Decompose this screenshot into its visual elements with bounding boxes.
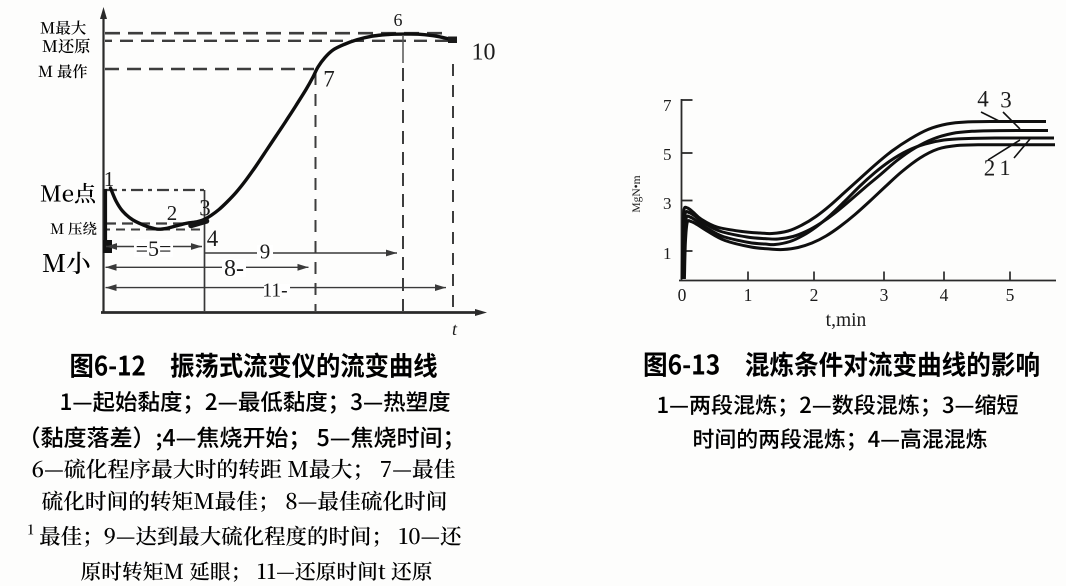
svg-text:3: 3 <box>1000 88 1012 113</box>
svg-text:1: 1 <box>744 285 753 305</box>
svg-text:2: 2 <box>167 201 178 225</box>
svg-text:2: 2 <box>984 156 996 181</box>
svg-text:7: 7 <box>663 96 672 115</box>
svg-text:t: t <box>452 319 458 339</box>
svg-text:2: 2 <box>810 285 819 305</box>
svg-text:10: 10 <box>472 40 496 66</box>
svg-text:MgN•m: MgN•m <box>631 175 643 212</box>
svg-text:6: 6 <box>394 10 403 30</box>
svg-text:4: 4 <box>977 87 989 112</box>
svg-text:3: 3 <box>663 194 672 213</box>
svg-text:0: 0 <box>678 285 687 305</box>
svg-text:4: 4 <box>207 226 219 251</box>
svg-text:9: 9 <box>260 240 271 264</box>
svg-text:7: 7 <box>323 67 335 92</box>
svg-text:8-: 8- <box>224 256 244 282</box>
svg-text:3: 3 <box>880 285 889 305</box>
svg-text:3: 3 <box>199 196 211 221</box>
svg-text:=5=: =5= <box>136 236 172 261</box>
svg-text:1: 1 <box>104 167 115 191</box>
svg-text:t,min: t,min <box>826 310 867 331</box>
svg-text:5: 5 <box>1006 285 1015 305</box>
svg-text:11-: 11- <box>262 281 287 302</box>
svg-text:4: 4 <box>940 285 949 305</box>
svg-text:1: 1 <box>663 244 672 263</box>
svg-text:5: 5 <box>663 145 672 164</box>
svg-text:1: 1 <box>1000 155 1011 180</box>
